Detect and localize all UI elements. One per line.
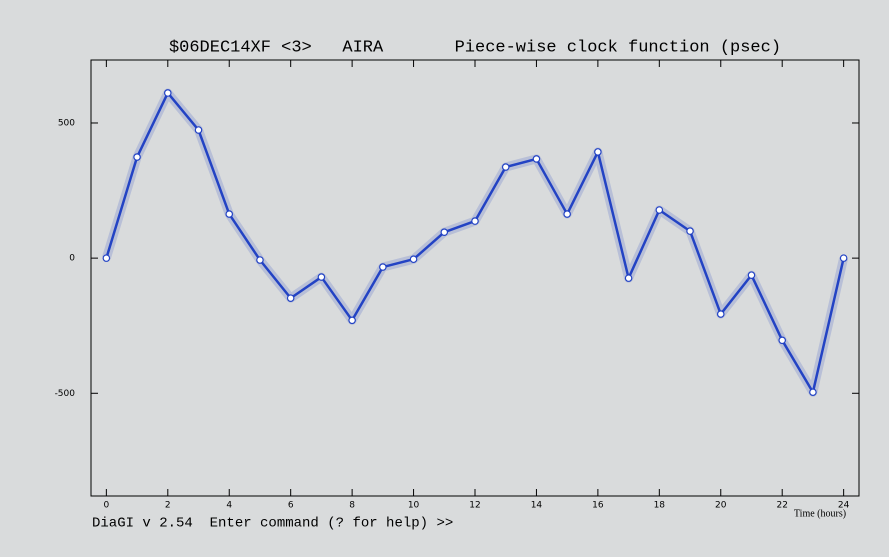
data-point	[655, 206, 664, 214]
data-point	[809, 388, 817, 397]
x-tick-label: 16	[592, 501, 604, 511]
x-tick-label: 6	[288, 501, 294, 511]
x-tick-label: 22	[776, 501, 787, 511]
y-tick-label: 500	[58, 118, 75, 128]
x-tick-label: 2	[165, 501, 171, 511]
data-point	[594, 148, 602, 156]
data-point	[778, 336, 787, 345]
x-tick-label: 24	[838, 501, 850, 511]
data-point	[409, 255, 418, 264]
data-point	[563, 210, 571, 218]
data-point	[317, 273, 326, 281]
x-tick-label: 20	[715, 501, 727, 511]
y-tick-label: 0	[69, 254, 75, 264]
data-point	[471, 217, 479, 225]
data-point	[256, 256, 264, 264]
data-point	[532, 155, 541, 163]
command-prompt: DiaGI v 2.54 Enter command (? for help) …	[92, 516, 453, 532]
data-point	[194, 126, 203, 134]
data-point	[286, 294, 295, 302]
y-tick-label: -500	[55, 389, 76, 399]
data-point	[747, 271, 756, 279]
data-point	[225, 210, 234, 218]
data-point	[379, 263, 387, 271]
x-tick-label: 8	[349, 501, 355, 511]
data-point	[839, 254, 848, 262]
x-tick-label: 0	[103, 501, 109, 511]
data-point	[164, 89, 172, 97]
x-tick-label: 12	[469, 501, 480, 511]
data-point	[501, 163, 510, 171]
data-point	[133, 153, 141, 161]
chart-title: $06DEC14XF <3> AIRA Piece-wise clock fun…	[169, 38, 781, 57]
data-point	[440, 228, 449, 236]
x-axis-label: Time (hours)	[794, 508, 846, 519]
x-tick-label: 14	[531, 501, 543, 511]
x-tick-label: 18	[654, 501, 666, 511]
data-point	[716, 310, 725, 318]
data-point	[624, 274, 633, 282]
x-tick-label: 10	[408, 501, 420, 511]
data-point	[348, 316, 356, 325]
x-tick-label: 4	[226, 501, 232, 511]
data-point	[102, 254, 111, 262]
data-point	[686, 227, 694, 235]
